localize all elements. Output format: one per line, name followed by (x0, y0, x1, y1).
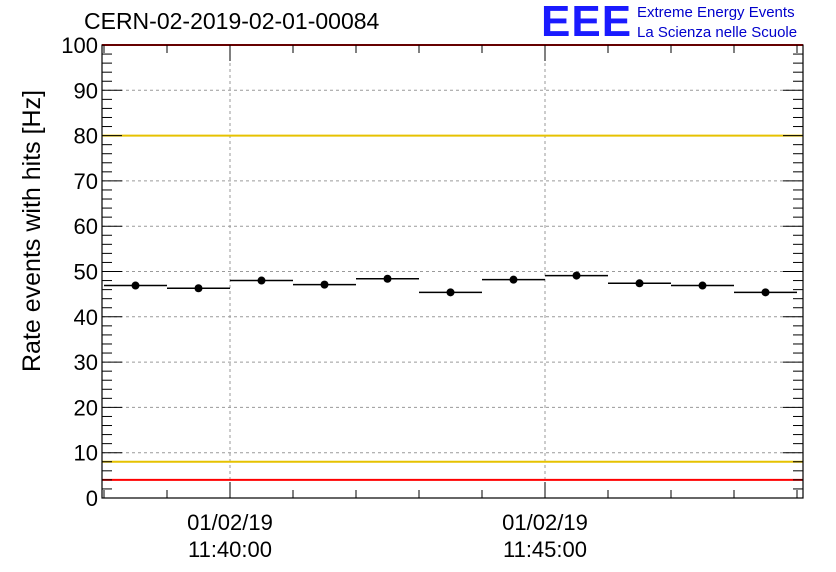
eee-logo-mark: EEE (541, 0, 633, 46)
logo-subtitle-line1: Extreme Energy Events (637, 4, 795, 21)
y-tick-label: 10 (74, 441, 98, 466)
data-point (509, 275, 518, 284)
y-tick-label: 90 (74, 78, 98, 103)
y-tick-label: 100 (61, 33, 98, 58)
grid (102, 45, 803, 498)
data-point (635, 279, 644, 288)
data-point (383, 274, 392, 283)
logo-subtitle-line2: La Scienza nelle Scuole (637, 24, 798, 41)
data-point (257, 276, 266, 285)
y-tick-label: 70 (74, 169, 98, 194)
data-point (446, 288, 455, 297)
data-point (131, 281, 140, 290)
data-point (320, 280, 329, 289)
data-point (761, 288, 770, 297)
x-tick-label-time: 11:40:00 (188, 537, 272, 562)
y-tick-label: 0 (86, 486, 98, 511)
x-tick-label-time: 11:45:00 (503, 537, 587, 562)
y-tick-label: 60 (74, 214, 98, 239)
y-tick-label: 40 (74, 305, 98, 330)
data-point (194, 284, 203, 293)
tick-labels: 010203040506070809010001/02/1911:40:0001… (61, 33, 588, 562)
data-series (104, 271, 797, 297)
chart-title: CERN-02-2019-02-01-00084 (84, 8, 380, 34)
y-tick-label: 20 (74, 395, 98, 420)
y-tick-label: 80 (74, 124, 98, 149)
eee-logo: EEE Extreme Energy Events La Scienza nel… (541, 0, 831, 46)
data-point (698, 281, 707, 290)
reference-lines (102, 44, 803, 481)
data-point (572, 271, 581, 280)
x-tick-label-date: 01/02/19 (187, 510, 273, 535)
axis-ticks (102, 44, 803, 499)
y-tick-label: 30 (74, 350, 98, 375)
x-tick-label-date: 01/02/19 (502, 510, 588, 535)
y-tick-label: 50 (74, 260, 98, 285)
